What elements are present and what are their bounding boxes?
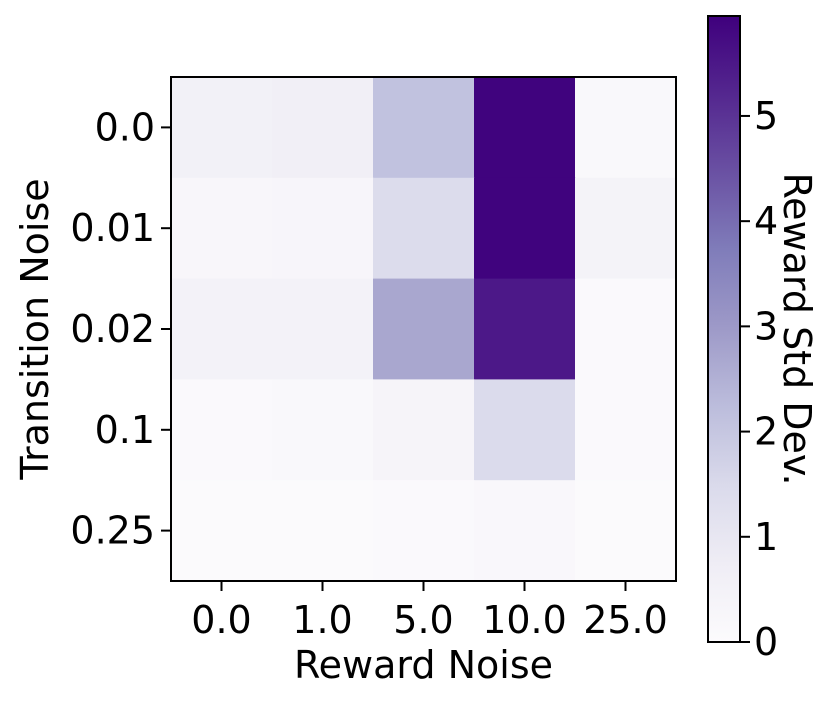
heatmap-cell [474, 379, 576, 481]
heatmap-cell [474, 77, 576, 179]
heatmap-cell [373, 480, 475, 582]
heatmap-cell [373, 177, 475, 280]
heatmap-cell [373, 77, 475, 179]
colorbar-ticks: 0 1 2 3 4 5 [740, 94, 778, 664]
heatmap-cell [575, 480, 677, 582]
heatmap-cell [171, 379, 273, 481]
x-tick-label: 25.0 [583, 598, 668, 642]
x-tick-label: 10.0 [482, 598, 567, 642]
y-axis-label: Transition Noise [13, 178, 57, 480]
heatmap-cell [474, 177, 576, 280]
x-axis-label: Reward Noise [294, 643, 553, 687]
y-tick-label: 0.0 [95, 105, 155, 149]
heatmap-cell [272, 177, 374, 280]
colorbar-tick-label: 4 [754, 199, 778, 243]
heatmap-cell [171, 480, 273, 582]
heatmap-cell [373, 379, 475, 481]
y-axis-ticks: 0.0 0.01 0.02 0.1 0.25 [70, 105, 171, 553]
x-axis-ticks: 0.0 1.0 5.0 10.0 25.0 [191, 581, 668, 642]
y-tick-label: 0.25 [70, 509, 155, 553]
heatmap-cell [373, 278, 475, 380]
x-tick-label: 1.0 [292, 598, 352, 642]
y-tick-label: 0.1 [95, 408, 155, 452]
y-tick-label: 0.02 [70, 307, 155, 351]
heatmap-cell [272, 278, 374, 380]
colorbar-tick-label: 5 [754, 94, 778, 138]
colorbar-label: Reward Std Dev. [775, 172, 819, 485]
heatmap-cell [272, 379, 374, 481]
colorbar-tick-label: 3 [754, 304, 778, 348]
heatmap-cell [272, 480, 374, 582]
heatmap-cell [171, 77, 273, 179]
colorbar-tick-label: 2 [754, 410, 778, 454]
heatmap-cell [272, 77, 374, 179]
heatmap-cell [575, 177, 677, 280]
heatmap-cell [575, 379, 677, 481]
heatmap-cell [171, 278, 273, 380]
colorbar-tick-label: 0 [754, 620, 778, 664]
colorbar-tick-label: 1 [754, 515, 778, 559]
colorbar [707, 15, 741, 643]
y-tick-label: 0.01 [70, 206, 155, 250]
heatmap-cell [575, 77, 677, 179]
heatmap-cell [474, 480, 576, 582]
heatmap-cell [474, 278, 576, 380]
heatmap-cell [575, 278, 677, 380]
heatmap-cells [171, 77, 677, 582]
x-tick-label: 5.0 [393, 598, 453, 642]
x-tick-label: 0.0 [191, 598, 251, 642]
heatmap-cell [171, 177, 273, 280]
